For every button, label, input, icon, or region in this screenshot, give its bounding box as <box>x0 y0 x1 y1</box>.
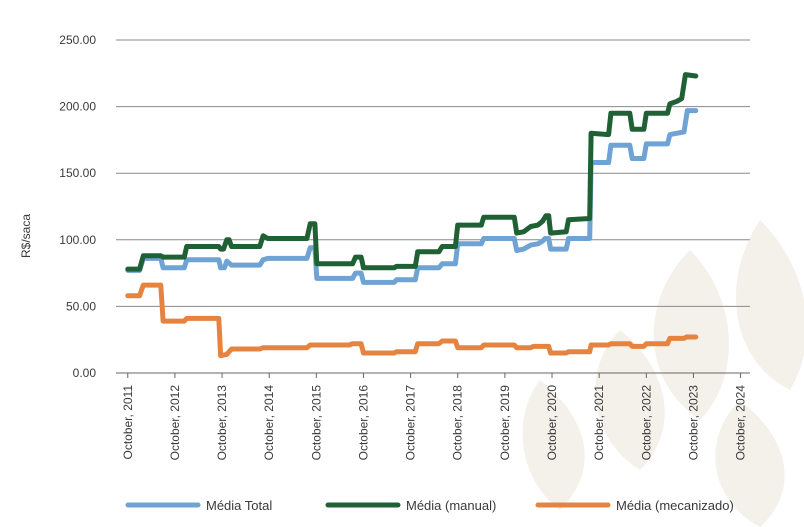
legend-label: Média (manual) <box>406 498 496 513</box>
x-tick-label: October, 2022 <box>639 385 653 461</box>
leaf-watermark <box>522 220 804 527</box>
series-line-3 <box>125 282 699 359</box>
y-tick-label: 250.00 <box>59 33 96 47</box>
x-tick-label: October, 2023 <box>686 385 700 461</box>
y-tick-label: 50.00 <box>66 299 96 313</box>
y-tick-label: 100.00 <box>59 233 96 247</box>
x-tick-label: October, 2020 <box>545 385 559 461</box>
x-tick-label: October, 2013 <box>215 385 229 461</box>
x-tick-label: October, 2017 <box>404 385 418 461</box>
x-tick-label: October, 2011 <box>121 385 135 460</box>
y-axis-label: R$/saca <box>19 214 33 258</box>
y-tick-label: 200.00 <box>59 100 96 114</box>
leaf-shape <box>522 380 585 510</box>
x-tick-label: October, 2015 <box>309 385 323 461</box>
legend-label: Média Total <box>206 498 272 513</box>
series-line-1 <box>125 108 699 285</box>
x-tick-label: October, 2014 <box>262 385 276 461</box>
leaf-shape <box>736 220 804 390</box>
x-tick-label: October, 2024 <box>734 385 748 461</box>
series-lines <box>125 72 699 359</box>
y-axis-ticks: 0.00 50.00 100.00 150.00 200.00 250.00 <box>59 33 96 380</box>
legend: Média Total Média (manual) Média (mecaniza… <box>125 498 734 513</box>
leaf-shape <box>715 400 785 527</box>
x-axis-ticks: October, 2011 October, 2012 October, 2013 O… <box>121 373 748 460</box>
y-tick-label: 150.00 <box>59 166 96 180</box>
series-line-2 <box>125 72 699 272</box>
leaf-shape <box>595 330 665 470</box>
x-tick-label: October, 2019 <box>498 385 512 461</box>
x-tick-label: October, 2012 <box>168 385 182 461</box>
legend-label: Média (mecanizado) <box>616 498 734 513</box>
x-tick-label: October, 2021 <box>592 385 606 461</box>
x-tick-label: October, 2018 <box>451 385 465 461</box>
y-tick-label: 0.00 <box>73 366 97 380</box>
x-tick-label: October, 2016 <box>356 385 370 461</box>
